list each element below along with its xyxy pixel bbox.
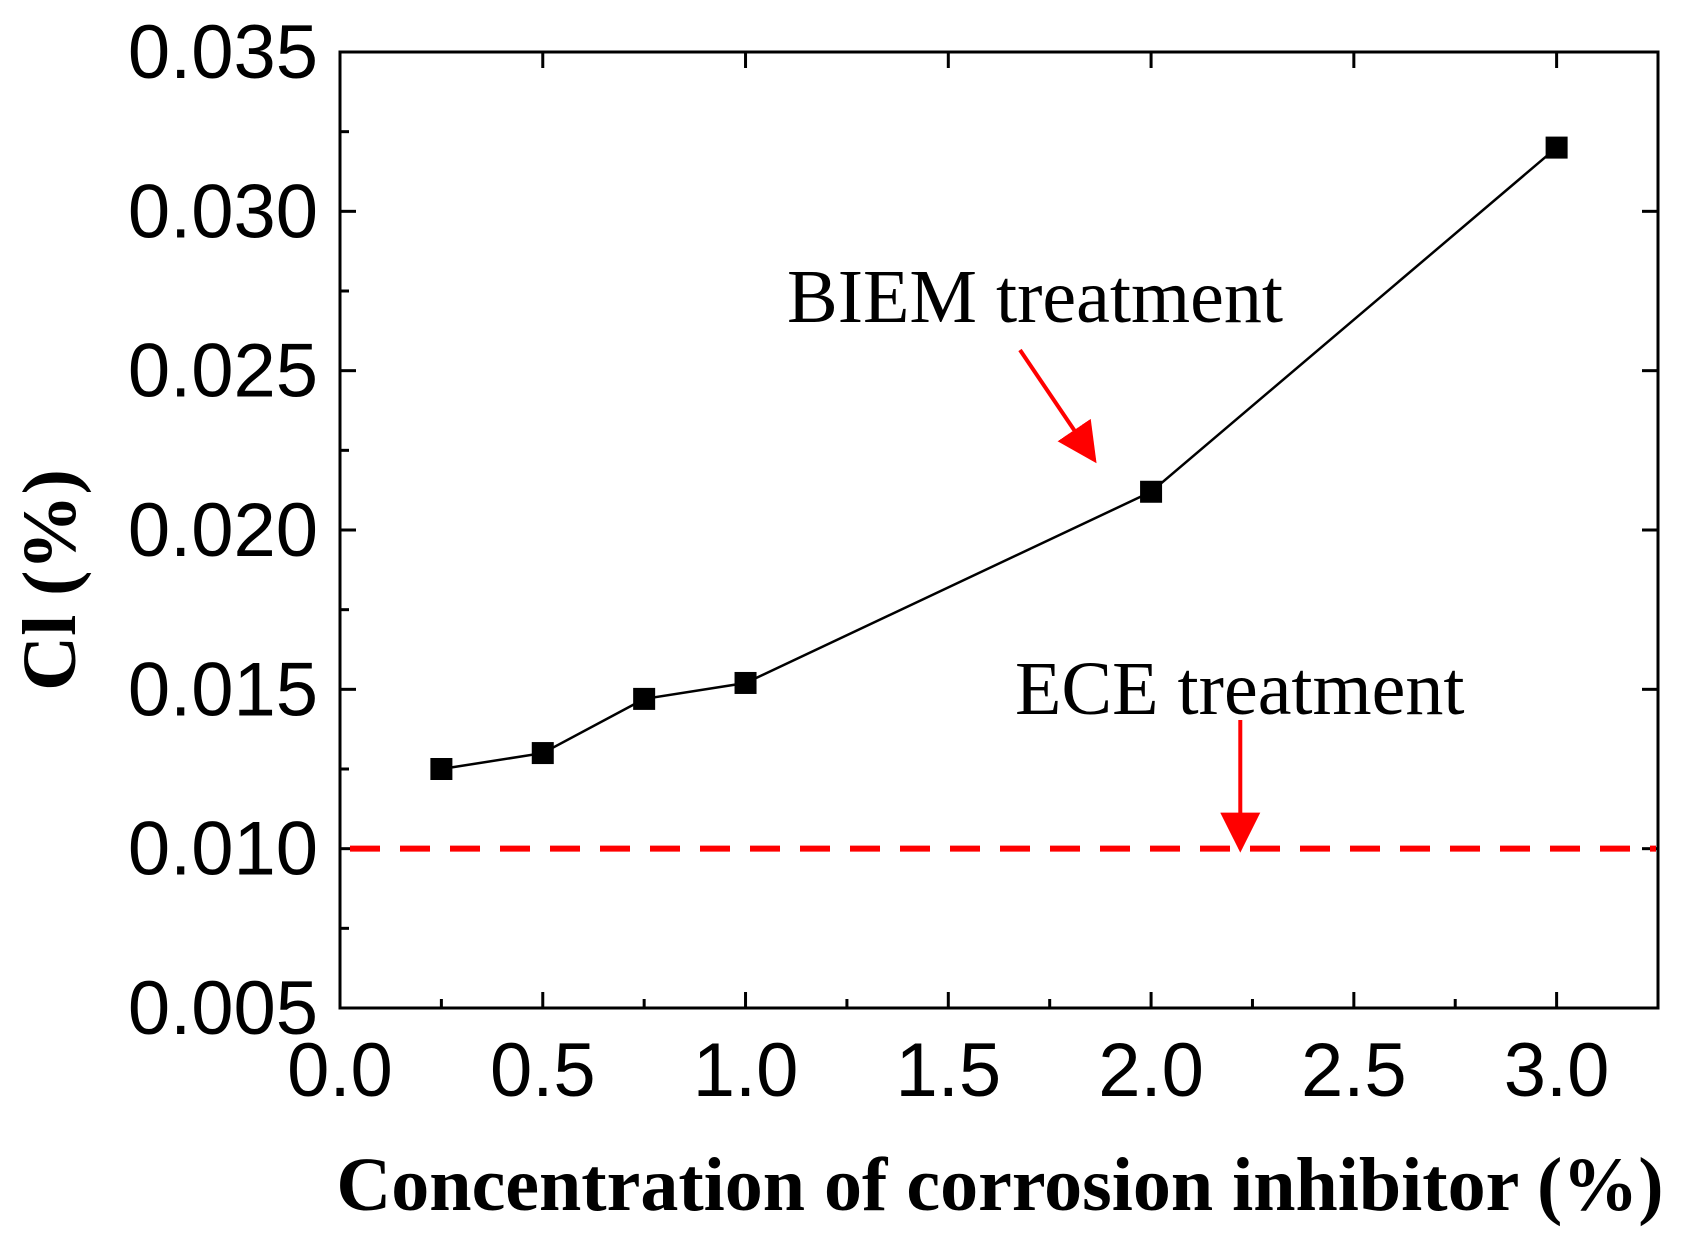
x-tick-label: 1.5 <box>895 1028 1001 1113</box>
data-point-marker <box>633 687 656 710</box>
y-tick-label: 0.025 <box>128 329 318 414</box>
data-point-marker <box>734 671 757 694</box>
plot-frame <box>338 50 1660 1010</box>
plot-area-background <box>340 52 1658 1008</box>
series-markers <box>430 136 1568 780</box>
y-axis-title: Cl (%) <box>8 469 92 691</box>
x-axis-title: Concentration of corrosion inhibitor (%) <box>336 1143 1663 1227</box>
data-point-marker <box>1545 136 1568 159</box>
biem-annotation-arrow <box>1018 348 1097 464</box>
x-tick-label: 2.0 <box>1098 1028 1204 1113</box>
data-point-marker <box>430 758 453 780</box>
annotations: BIEM treatment ECE treatment <box>787 255 1465 853</box>
ece-annotation-label: ECE treatment <box>1015 647 1465 731</box>
series-lines <box>441 146 1558 771</box>
y-tick-label: 0.030 <box>128 169 318 254</box>
x-tick-label: 0.0 <box>287 1028 393 1113</box>
y-axis-ticks: 0.005 0.010 0.015 0.020 0.025 0.030 0.035 <box>128 10 1658 1051</box>
x-axis-ticks: 0.0 0.5 1.0 1.5 2.0 2.5 3.0 <box>287 52 1609 1113</box>
x-tick-label: 2.5 <box>1301 1028 1407 1113</box>
x-tick-label: 0.5 <box>490 1028 596 1113</box>
y-tick-label: 0.020 <box>128 488 318 573</box>
x-tick-label: 1.0 <box>693 1028 799 1113</box>
y-tick-label: 0.015 <box>128 647 318 732</box>
y-tick-label: 0.035 <box>128 10 318 95</box>
x-tick-label: 3.0 <box>1504 1028 1610 1113</box>
y-tick-label: 0.010 <box>128 807 318 892</box>
data-point-marker <box>531 742 554 765</box>
series-line <box>441 146 1558 771</box>
y-tick-label: 0.005 <box>128 966 318 1051</box>
biem-annotation-label: BIEM treatment <box>787 255 1283 339</box>
data-point-marker <box>1140 480 1163 503</box>
